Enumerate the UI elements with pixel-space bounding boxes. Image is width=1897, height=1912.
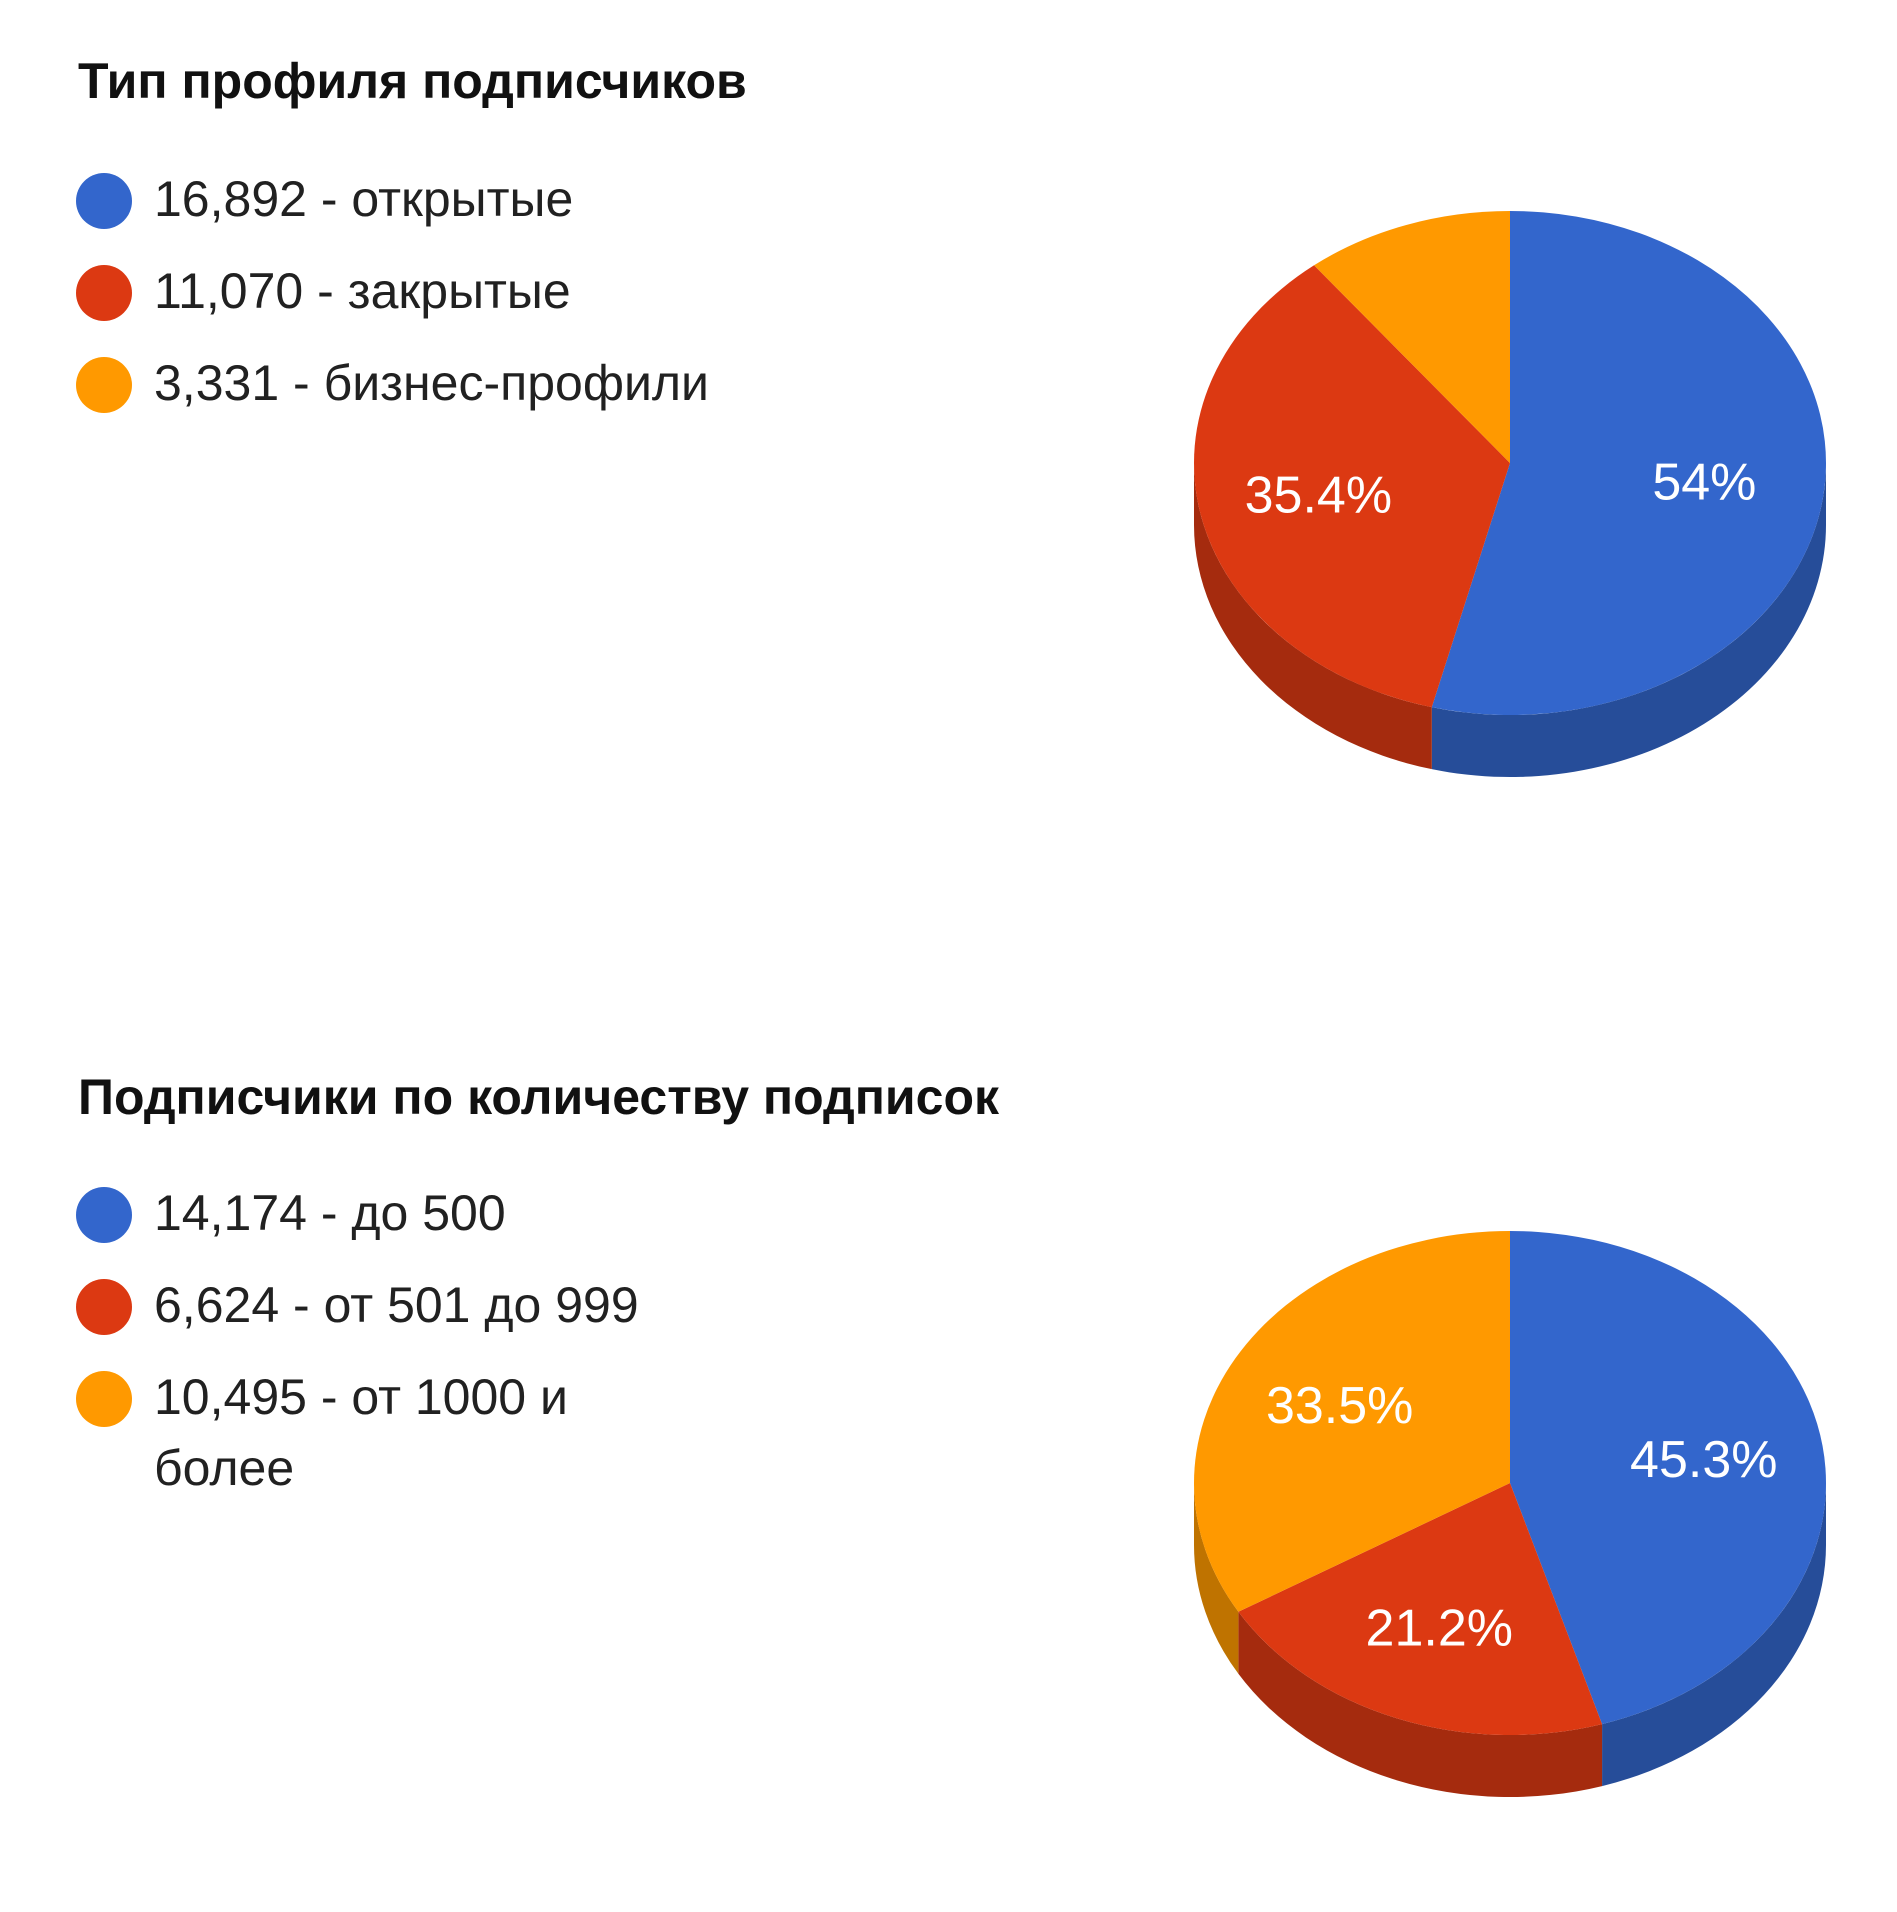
legend-item-closed: 11,070 - закрытые <box>76 256 716 327</box>
pie-slice-2 <box>1314 211 1510 463</box>
pie-percent-label: 21.2% <box>1366 1600 1513 1658</box>
legend-value: 3,331 <box>154 355 280 411</box>
pie-chart: 54% 35.4% <box>1194 211 1826 777</box>
legend-value: 10,495 <box>154 1369 307 1425</box>
chart-legend: 16,892 - открытые 11,070 - закрытые 3,33… <box>76 164 716 440</box>
pie-percent-label: 54% <box>1652 453 1756 511</box>
legend-item-business: 3,331 - бизнес-профили <box>76 348 716 419</box>
legend-swatch <box>76 173 132 229</box>
pie-side-0 <box>1431 463 1826 777</box>
pie-side-1 <box>1194 463 1432 770</box>
legend-item-up-to-500: 14,174 - до 500 <box>76 1178 716 1249</box>
legend-value: 11,070 <box>154 263 304 319</box>
pie-slice-1 <box>1238 1483 1603 1735</box>
pie-slice-0 <box>1510 1231 1826 1725</box>
legend-value: 6,624 <box>154 1277 280 1333</box>
legend-label: бизнес-профили <box>323 355 709 411</box>
followings-count-chart: Подписчики по количеству подписок 14,174… <box>0 1012 1897 1912</box>
pie-percent-label: 33.5% <box>1266 1377 1413 1435</box>
legend-label: открытые <box>351 171 574 227</box>
legend-label: до 500 <box>351 1185 506 1241</box>
legend-swatch <box>76 1187 132 1243</box>
legend-label: от 501 до 999 <box>323 1277 639 1333</box>
pie-percent-label: 35.4% <box>1245 466 1392 524</box>
pie-side-2 <box>1194 1483 1239 1674</box>
legend-swatch <box>76 357 132 413</box>
pie-slice-1 <box>1194 265 1510 708</box>
profile-type-chart: Тип профиля подписчиков 16,892 - открыты… <box>0 0 1897 900</box>
chart-title: Тип профиля подписчиков <box>78 53 747 109</box>
legend-item-501-999: 6,624 - от 501 до 999 <box>76 1270 716 1341</box>
legend-swatch <box>76 1371 132 1427</box>
chart-legend: 14,174 - до 500 6,624 - от 501 до 999 10… <box>76 1178 716 1525</box>
legend-swatch <box>76 1279 132 1335</box>
legend-value: 16,892 <box>154 171 307 227</box>
pie-slice-0 <box>1431 211 1826 715</box>
pie-slice-2 <box>1194 1231 1510 1612</box>
pie-side-0 <box>1602 1483 1826 1787</box>
legend-label: от 1000 и более <box>154 1369 568 1496</box>
legend-label: закрытые <box>347 263 571 319</box>
legend-value: 14,174 <box>154 1185 307 1241</box>
chart-title: Подписчики по количеству подписок <box>78 1069 1000 1125</box>
pie-chart: 45.3% 21.2% 33.5% <box>1194 1231 1826 1797</box>
pie-percent-label: 45.3% <box>1630 1431 1777 1489</box>
legend-item-1000-plus: 10,495 - от 1000 и более <box>76 1362 614 1504</box>
legend-item-open: 16,892 - открытые <box>76 164 716 235</box>
pie-side-1 <box>1238 1611 1603 1797</box>
legend-swatch <box>76 265 132 321</box>
